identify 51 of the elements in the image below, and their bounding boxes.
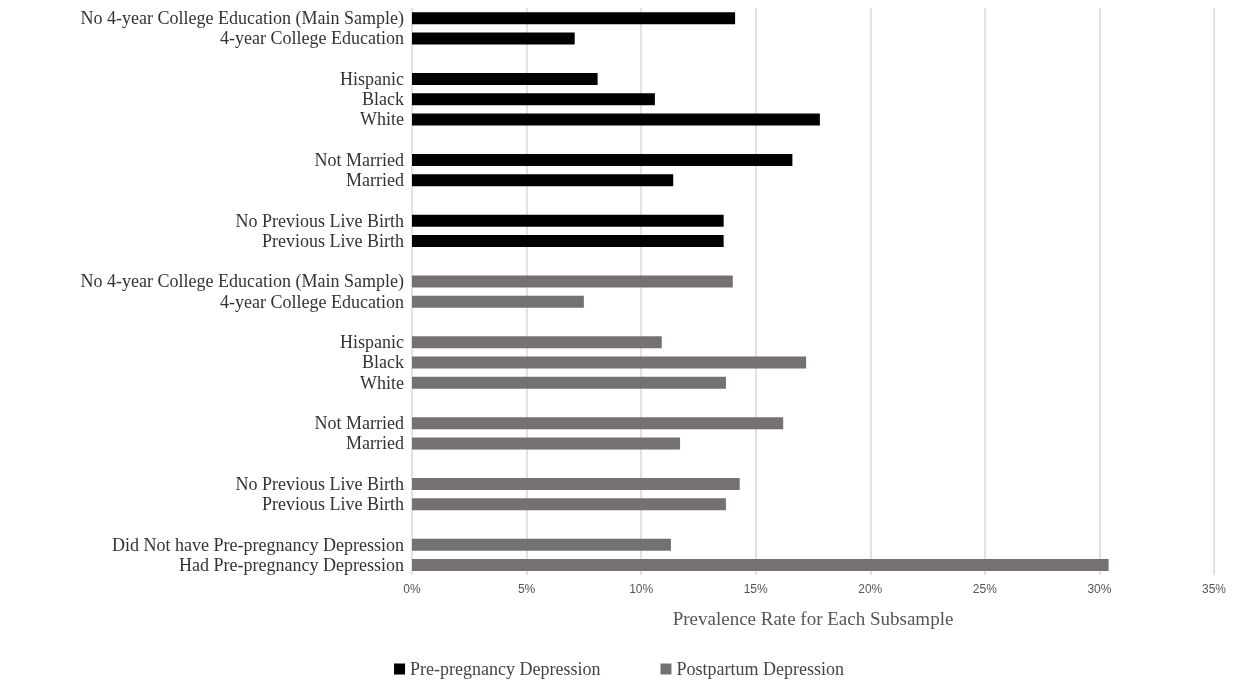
y-tick-label: Not Married xyxy=(314,413,404,434)
bar xyxy=(412,538,671,551)
y-tick-label: Previous Live Birth xyxy=(262,230,404,251)
y-tick-label: Not Married xyxy=(314,149,404,170)
legend-label: Postpartum Depression xyxy=(676,659,844,679)
legend-label: Pre-pregnancy Depression xyxy=(410,659,601,679)
y-tick-label: No 4-year College Education (Main Sample) xyxy=(80,8,404,30)
bar xyxy=(412,174,674,187)
y-tick-label: No Previous Live Birth xyxy=(235,473,404,494)
y-tick-label: No Previous Live Birth xyxy=(235,210,404,231)
bar xyxy=(412,113,820,126)
y-tick-label: White xyxy=(360,109,405,130)
bar xyxy=(412,32,575,45)
y-tick-label: Had Pre-pregnancy Depression xyxy=(179,554,404,575)
y-tick-label: 4-year College Education xyxy=(220,291,404,312)
bar xyxy=(412,72,598,85)
y-tick-label: No 4-year College Education (Main Sample) xyxy=(80,271,404,293)
y-tick-label: Previous Live Birth xyxy=(262,494,404,515)
bar xyxy=(412,336,662,349)
bar xyxy=(412,477,740,490)
x-tick-label: 30% xyxy=(1087,582,1112,596)
x-tick-label: 0% xyxy=(403,582,421,596)
bar xyxy=(412,558,1109,571)
bar xyxy=(412,214,724,227)
bar xyxy=(412,153,793,166)
x-tick-label: 25% xyxy=(972,582,998,596)
x-tick-label: 5% xyxy=(517,582,536,596)
bar xyxy=(412,275,733,288)
y-tick-label: Did Not have Pre-pregnancy Depression xyxy=(112,534,404,555)
y-tick-label: Hispanic xyxy=(340,332,405,353)
y-tick-label: Hispanic xyxy=(340,68,405,89)
x-tick-label: 20% xyxy=(858,582,883,596)
y-tick-label: White xyxy=(360,372,405,393)
y-tick-label: Married xyxy=(346,170,404,191)
bar xyxy=(412,498,726,511)
bar xyxy=(412,356,807,369)
y-tick-label: Black xyxy=(362,352,404,373)
y-tick-label: 4-year College Education xyxy=(220,28,404,49)
bar xyxy=(412,437,681,450)
x-tick-label: 10% xyxy=(629,582,654,596)
bar xyxy=(412,417,784,430)
bar xyxy=(412,234,724,247)
x-tick-label: 15% xyxy=(743,582,769,596)
bar xyxy=(412,12,736,25)
bar xyxy=(412,376,726,389)
x-tick-label: 35% xyxy=(1201,582,1227,596)
y-tick-label: Married xyxy=(346,433,404,454)
bar xyxy=(412,295,584,308)
y-tick-label: Black xyxy=(362,89,404,110)
x-axis-title: Prevalence Rate for Each Subsample xyxy=(672,608,954,629)
bar xyxy=(412,93,655,106)
